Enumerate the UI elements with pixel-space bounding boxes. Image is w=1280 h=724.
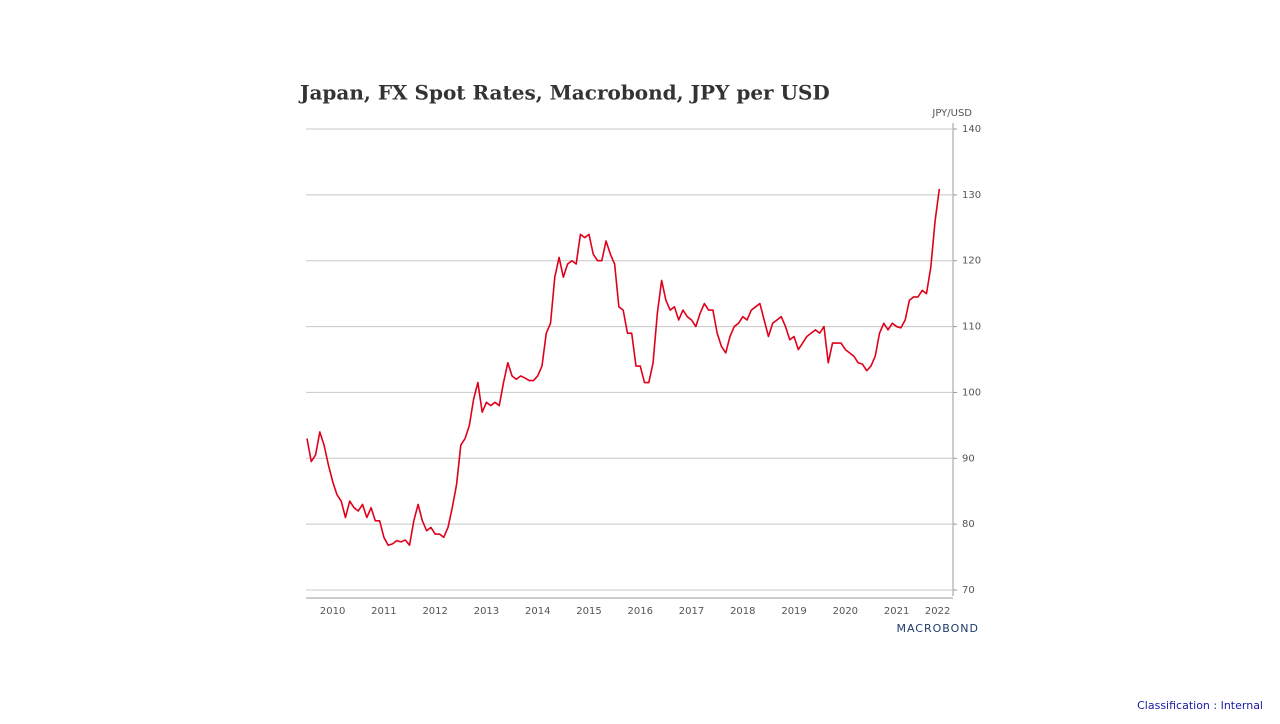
line-series [306, 188, 941, 547]
x-tick-label: 2010 [320, 606, 345, 617]
y-tick-label: 100 [962, 387, 981, 398]
x-tick-label: 2013 [474, 606, 499, 617]
x-tick-label: 2015 [576, 606, 601, 617]
x-tick-label: 2014 [525, 606, 550, 617]
y-tick-label: 90 [962, 453, 975, 464]
y-tick-label: 140 [962, 124, 981, 135]
x-tick-label: 2012 [422, 606, 447, 617]
x-tick-label: 2017 [679, 606, 704, 617]
y-axis-label: JPY/USD [931, 108, 972, 119]
classification: Classification : Internal [1137, 699, 1263, 712]
y-tick-label: 110 [962, 322, 981, 333]
y-tick-label: 120 [962, 256, 981, 267]
x-tick-label: 2019 [781, 606, 806, 617]
y-tick-label: 130 [962, 190, 981, 201]
x-tick-label: 2020 [833, 606, 858, 617]
y-tick-label: 70 [962, 585, 975, 596]
x-tick-label: 2022 [925, 606, 950, 617]
y-tick-label: 80 [962, 519, 975, 530]
x-tick-label: 2011 [371, 606, 396, 617]
x-tick-label: 2018 [730, 606, 755, 617]
chart-title: Japan, FX Spot Rates, Macrobond, JPY per… [298, 81, 830, 105]
x-tick-label: 2016 [628, 606, 653, 617]
x-tick-label: 2021 [884, 606, 909, 617]
source-logo: MACROBOND [896, 622, 979, 635]
